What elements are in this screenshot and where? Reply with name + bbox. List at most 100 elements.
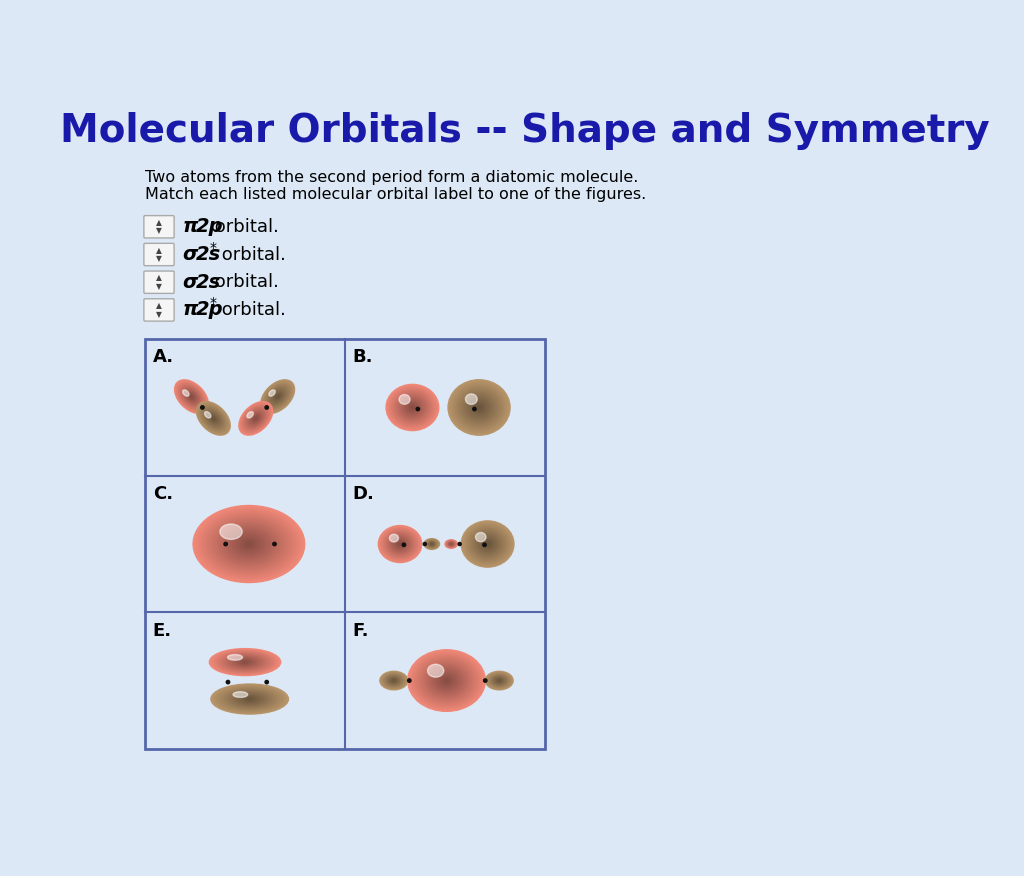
Ellipse shape	[276, 396, 279, 398]
Ellipse shape	[382, 528, 418, 560]
Ellipse shape	[264, 384, 291, 410]
Ellipse shape	[384, 531, 416, 557]
Ellipse shape	[428, 541, 435, 547]
Text: ▲: ▲	[156, 273, 162, 282]
Circle shape	[416, 407, 420, 411]
Text: *: *	[209, 241, 216, 255]
Text: Match each listed molecular orbital label to one of the figures.: Match each listed molecular orbital labe…	[145, 187, 646, 202]
Ellipse shape	[383, 673, 404, 688]
Ellipse shape	[270, 389, 286, 404]
Ellipse shape	[247, 412, 253, 418]
Ellipse shape	[385, 675, 402, 686]
Ellipse shape	[399, 394, 410, 404]
Ellipse shape	[197, 401, 230, 435]
Ellipse shape	[445, 540, 457, 548]
Ellipse shape	[380, 671, 408, 689]
Ellipse shape	[205, 410, 222, 427]
Ellipse shape	[449, 542, 455, 546]
Ellipse shape	[467, 526, 508, 562]
Ellipse shape	[233, 693, 266, 705]
Ellipse shape	[390, 678, 398, 683]
Ellipse shape	[240, 661, 250, 664]
Ellipse shape	[184, 389, 199, 404]
Ellipse shape	[180, 385, 203, 407]
Ellipse shape	[247, 698, 253, 700]
Ellipse shape	[466, 525, 510, 563]
Ellipse shape	[202, 512, 296, 576]
Text: σ: σ	[182, 245, 198, 264]
Ellipse shape	[244, 540, 255, 548]
Ellipse shape	[473, 531, 502, 557]
Ellipse shape	[212, 418, 214, 420]
Ellipse shape	[200, 405, 227, 433]
Ellipse shape	[395, 540, 404, 548]
Ellipse shape	[486, 543, 489, 545]
Ellipse shape	[446, 540, 456, 548]
Ellipse shape	[212, 650, 279, 675]
Ellipse shape	[201, 406, 226, 431]
Ellipse shape	[455, 386, 503, 429]
Ellipse shape	[207, 412, 220, 425]
Ellipse shape	[230, 691, 269, 707]
Text: F.: F.	[352, 622, 370, 639]
Ellipse shape	[186, 392, 197, 401]
Text: orbital.: orbital.	[209, 273, 280, 291]
Ellipse shape	[232, 657, 258, 667]
Ellipse shape	[463, 522, 512, 566]
Ellipse shape	[481, 539, 494, 549]
Ellipse shape	[249, 412, 262, 425]
Ellipse shape	[378, 526, 422, 562]
Ellipse shape	[387, 385, 437, 429]
Ellipse shape	[449, 542, 454, 546]
Ellipse shape	[242, 405, 270, 433]
Ellipse shape	[233, 692, 248, 697]
Ellipse shape	[470, 528, 505, 560]
Ellipse shape	[244, 697, 255, 701]
Text: orbital.: orbital.	[216, 245, 287, 264]
Ellipse shape	[399, 396, 426, 419]
Ellipse shape	[475, 405, 482, 411]
Ellipse shape	[472, 401, 486, 413]
Ellipse shape	[393, 538, 408, 550]
Ellipse shape	[479, 536, 497, 552]
Ellipse shape	[182, 390, 189, 396]
Text: A.: A.	[153, 349, 174, 366]
Ellipse shape	[219, 688, 281, 710]
Ellipse shape	[238, 536, 260, 552]
Ellipse shape	[188, 394, 195, 399]
Text: ▲: ▲	[156, 301, 162, 310]
Ellipse shape	[227, 690, 271, 708]
Ellipse shape	[273, 392, 283, 401]
Ellipse shape	[493, 676, 506, 685]
Ellipse shape	[386, 532, 415, 556]
Text: orbital.: orbital.	[216, 301, 287, 319]
Ellipse shape	[410, 405, 416, 410]
Ellipse shape	[388, 677, 399, 684]
Ellipse shape	[381, 527, 419, 561]
FancyBboxPatch shape	[144, 271, 174, 293]
Ellipse shape	[248, 411, 263, 426]
Ellipse shape	[494, 677, 505, 684]
Circle shape	[226, 681, 229, 684]
Ellipse shape	[212, 416, 215, 420]
Ellipse shape	[396, 541, 403, 548]
Circle shape	[272, 542, 276, 546]
Ellipse shape	[390, 388, 434, 427]
Ellipse shape	[490, 675, 508, 686]
Ellipse shape	[224, 654, 265, 670]
Ellipse shape	[189, 395, 194, 399]
Ellipse shape	[199, 404, 228, 434]
Ellipse shape	[219, 653, 270, 672]
Text: π: π	[182, 300, 198, 320]
Ellipse shape	[202, 407, 224, 429]
Ellipse shape	[204, 409, 223, 427]
Text: C.: C.	[153, 485, 173, 503]
Ellipse shape	[194, 505, 305, 583]
Ellipse shape	[394, 539, 407, 549]
Ellipse shape	[384, 675, 403, 687]
Ellipse shape	[462, 392, 497, 423]
Ellipse shape	[424, 539, 439, 549]
Ellipse shape	[217, 652, 273, 673]
Ellipse shape	[408, 650, 485, 711]
Text: ▲: ▲	[156, 246, 162, 255]
